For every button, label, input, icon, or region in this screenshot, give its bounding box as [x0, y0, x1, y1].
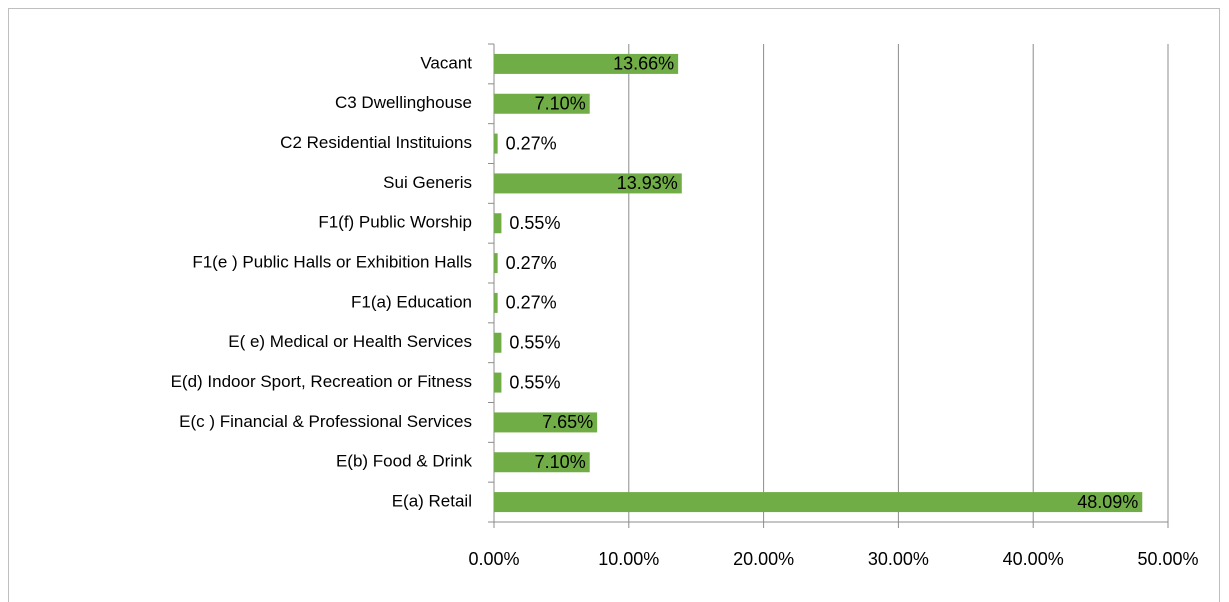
y-tick-label: E(c ) Financial & Professional Services: [179, 412, 472, 431]
bar: [494, 213, 502, 234]
bar: [494, 93, 590, 114]
data-label: 0.55%: [509, 213, 560, 233]
y-tick-label: E(a) Retail: [392, 492, 472, 511]
y-tick-label: F1(f) Public Worship: [318, 213, 472, 232]
bar: [494, 372, 502, 393]
data-label: 0.27%: [506, 253, 557, 273]
data-label: 13.66%: [613, 54, 674, 74]
y-tick-label: F1(e ) Public Halls or Exhibition Halls: [192, 253, 472, 272]
data-label: 7.10%: [535, 94, 586, 114]
bar: [494, 332, 502, 353]
bar: [494, 452, 590, 473]
data-label: 0.27%: [506, 133, 557, 153]
x-tick-label: 0.00%: [468, 549, 519, 569]
y-tick-label: Vacant: [420, 53, 472, 72]
bar: [494, 253, 498, 274]
y-tick-label: E( e) Medical or Health Services: [228, 332, 472, 351]
bar: [494, 133, 498, 154]
x-tick-label: 10.00%: [598, 549, 659, 569]
x-tick-label: 20.00%: [733, 549, 794, 569]
y-tick-label: E(d) Indoor Sport, Recreation or Fitness: [171, 372, 472, 391]
data-label: 48.09%: [1077, 492, 1138, 512]
data-label: 0.27%: [506, 293, 557, 313]
y-tick-label: Sui Generis: [383, 173, 472, 192]
chart-border: [8, 8, 1220, 602]
data-label: 0.55%: [509, 333, 560, 353]
data-label: 7.65%: [542, 412, 593, 432]
y-tick-label: E(b) Food & Drink: [336, 452, 473, 471]
x-tick-label: 40.00%: [1003, 549, 1064, 569]
data-label: 13.93%: [617, 173, 678, 193]
bar: [494, 173, 682, 194]
data-label: 7.10%: [535, 452, 586, 472]
bar: [494, 53, 679, 74]
bar: [494, 292, 498, 313]
y-tick-label: F1(a) Education: [351, 292, 472, 311]
bar: [494, 492, 1143, 513]
y-tick-label: C3 Dwellinghouse: [335, 93, 472, 112]
x-tick-label: 50.00%: [1137, 549, 1198, 569]
bar: [494, 412, 598, 433]
x-tick-label: 30.00%: [868, 549, 929, 569]
y-tick-label: C2 Residential Instituions: [280, 133, 472, 152]
data-label: 0.55%: [509, 372, 560, 392]
